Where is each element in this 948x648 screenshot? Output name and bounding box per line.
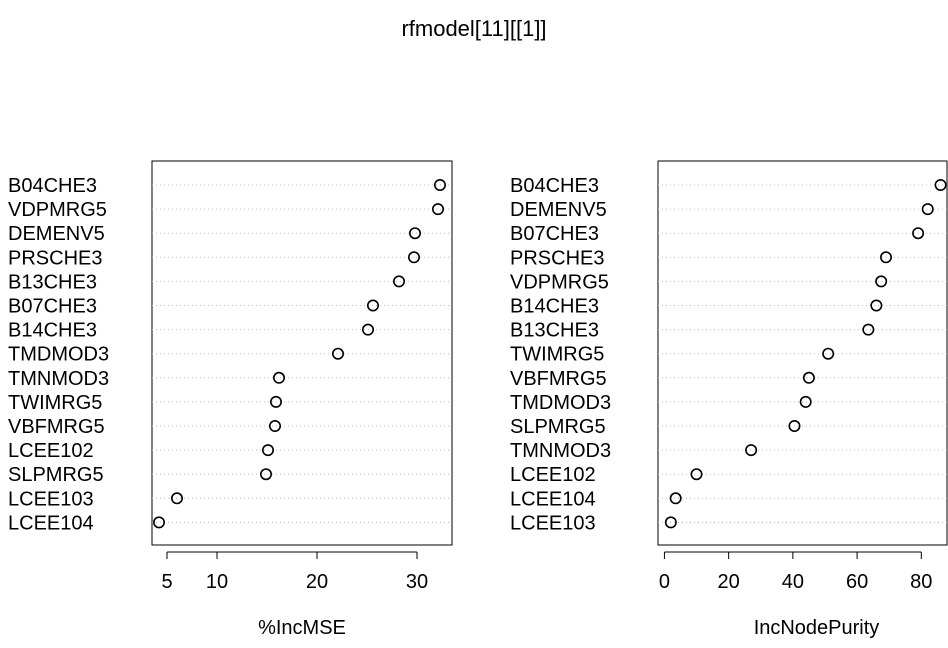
row-label: SLPMRG5 bbox=[510, 416, 606, 438]
data-point bbox=[934, 179, 947, 192]
data-point bbox=[921, 203, 934, 216]
row-label: B07CHE3 bbox=[8, 296, 97, 318]
data-point bbox=[745, 444, 758, 457]
data-point bbox=[431, 203, 444, 216]
data-point bbox=[392, 275, 405, 288]
data-point bbox=[268, 419, 281, 432]
data-point bbox=[269, 395, 282, 408]
row-label: DEMENV5 bbox=[8, 223, 105, 245]
data-point bbox=[664, 516, 677, 529]
data-point bbox=[802, 371, 815, 384]
row-label: PRSCHE3 bbox=[510, 247, 604, 269]
plot-frame bbox=[657, 160, 948, 546]
data-point bbox=[822, 347, 835, 360]
row-label: DEMENV5 bbox=[510, 199, 607, 221]
x-tick-label: 20 bbox=[718, 571, 740, 593]
row-label: TWIMRG5 bbox=[8, 392, 102, 414]
row-label: VBFMRG5 bbox=[8, 416, 105, 438]
row-label: TWIMRG5 bbox=[510, 344, 604, 366]
row-label: TMNMOD3 bbox=[8, 368, 109, 390]
row-label: B04CHE3 bbox=[8, 175, 97, 197]
row-label: B14CHE3 bbox=[510, 296, 599, 318]
x-tick-label: 40 bbox=[782, 571, 804, 593]
row-label: B13CHE3 bbox=[8, 271, 97, 293]
row-label: LCEE103 bbox=[8, 488, 94, 510]
row-label: B04CHE3 bbox=[510, 175, 599, 197]
data-point bbox=[361, 323, 374, 336]
data-point bbox=[799, 395, 812, 408]
data-point bbox=[171, 492, 184, 505]
row-label: PRSCHE3 bbox=[8, 247, 102, 269]
plot-frame bbox=[151, 160, 453, 546]
x-tick-label: 80 bbox=[910, 571, 932, 593]
data-point bbox=[690, 468, 703, 481]
row-label: VDPMRG5 bbox=[8, 199, 107, 221]
row-label: B13CHE3 bbox=[510, 320, 599, 342]
row-label: TMDMOD3 bbox=[8, 344, 109, 366]
data-point bbox=[669, 492, 682, 505]
data-point bbox=[788, 419, 801, 432]
data-point bbox=[366, 299, 379, 312]
x-tick-label: 20 bbox=[306, 571, 328, 593]
data-point bbox=[331, 347, 344, 360]
x-axis-label: IncNodePurity bbox=[754, 617, 880, 639]
row-label: LCEE102 bbox=[8, 440, 94, 462]
data-point bbox=[879, 251, 892, 264]
x-axis-label: %IncMSE bbox=[258, 617, 346, 639]
row-label: B14CHE3 bbox=[8, 320, 97, 342]
x-tick-label: 30 bbox=[406, 571, 428, 593]
data-point bbox=[912, 227, 925, 240]
data-point bbox=[259, 468, 272, 481]
x-tick-label: 60 bbox=[846, 571, 868, 593]
row-label: LCEE104 bbox=[8, 512, 94, 534]
data-point bbox=[261, 444, 274, 457]
x-tick-label: 10 bbox=[206, 571, 228, 593]
row-label: VDPMRG5 bbox=[510, 271, 609, 293]
row-label: VBFMRG5 bbox=[510, 368, 607, 390]
data-point bbox=[153, 516, 166, 529]
data-point bbox=[862, 323, 875, 336]
row-label: TMDMOD3 bbox=[510, 392, 611, 414]
data-point bbox=[870, 299, 883, 312]
data-point bbox=[875, 275, 888, 288]
chart-title: rfmodel[11][[1]] bbox=[401, 16, 546, 41]
row-label: SLPMRG5 bbox=[8, 464, 104, 486]
data-point bbox=[433, 179, 446, 192]
data-point bbox=[272, 371, 285, 384]
row-label: B07CHE3 bbox=[510, 223, 599, 245]
x-tick-label: 0 bbox=[659, 571, 670, 593]
row-label: LCEE104 bbox=[510, 488, 596, 510]
x-tick-label: 5 bbox=[161, 571, 172, 593]
data-point bbox=[408, 227, 421, 240]
row-label: LCEE103 bbox=[510, 512, 596, 534]
row-label: LCEE102 bbox=[510, 464, 596, 486]
data-point bbox=[407, 251, 420, 264]
row-label: TMNMOD3 bbox=[510, 440, 611, 462]
